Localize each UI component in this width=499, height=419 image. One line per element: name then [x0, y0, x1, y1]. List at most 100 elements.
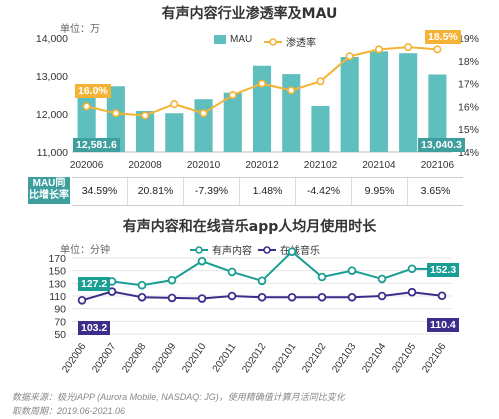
footer-period: 取数周期：2019.06-2021.06 — [12, 406, 126, 416]
music-point — [167, 293, 177, 303]
audio-point — [377, 274, 387, 284]
audio-point — [317, 272, 327, 282]
x-tick-label: 202102 — [304, 160, 338, 171]
footer-source: 数据来源：极光iAPP (Aurora Mobile, NASDAQ: JG)，… — [12, 392, 345, 402]
penetration-point — [170, 100, 179, 109]
audio-point — [347, 266, 357, 275]
y-tick-label: 50 — [54, 329, 66, 341]
chart1-title: 有声内容行业渗透率及MAU — [161, 6, 338, 22]
penetration-point — [287, 86, 296, 95]
music-point — [77, 296, 87, 305]
mau-bar — [311, 106, 330, 152]
legend-music-swatch — [258, 245, 276, 254]
x-tick-label: 202006 — [70, 160, 104, 171]
mau-bar — [136, 110, 155, 152]
x-tick-label: 202012 — [240, 341, 268, 375]
x-tick-label: 202010 — [187, 160, 221, 171]
mau-bar — [428, 74, 447, 152]
x-tick-label: 202007 — [90, 341, 118, 375]
audio-point — [227, 267, 237, 277]
music-point — [407, 287, 417, 297]
mau-bar — [282, 74, 301, 152]
audio-last-callout: 152.3 — [427, 263, 460, 277]
y-right-tick-label: 17% — [458, 79, 479, 91]
penetration-point — [111, 109, 120, 118]
mau-bar — [194, 99, 213, 152]
chart2-unit: 单位：分钟 — [60, 245, 110, 256]
audio-point — [167, 275, 177, 285]
y-right-tick-label: 19% — [458, 33, 479, 45]
mau-last-callout: 13,040.3 — [418, 138, 465, 152]
penetration-point — [82, 102, 91, 111]
x-tick-label: 202008 — [128, 160, 162, 171]
penetration-first-callout: 16.0% — [75, 84, 111, 98]
legend-penetration: 渗透率 — [264, 34, 316, 49]
penetration-point — [433, 45, 442, 54]
y-tick-label: 130 — [48, 278, 66, 290]
penetration-last-callout: 18.5% — [425, 30, 461, 44]
x-tick-label: 202009 — [150, 341, 178, 375]
penetration-point — [404, 43, 413, 52]
y-left-tick-label: 14,000 — [36, 33, 68, 45]
x-tick-label: 202104 — [360, 341, 388, 375]
music-point — [317, 292, 327, 302]
growth-rate-cell: -7.39% — [183, 178, 239, 205]
y-tick-label: 70 — [54, 316, 66, 328]
penetration-point — [374, 45, 383, 54]
legend-music: 在线音乐 — [258, 242, 320, 257]
y-tick-label: 110 — [49, 291, 66, 303]
music-point — [437, 291, 447, 301]
growth-rate-cell: 1.48% — [239, 178, 295, 205]
y-right-tick-label: 18% — [458, 56, 479, 68]
y-right-tick-label: 15% — [458, 124, 479, 136]
penetration-point — [199, 109, 208, 118]
mau-bar — [106, 86, 125, 152]
music-point — [227, 291, 237, 301]
growth-rate-cell: -4.42% — [295, 178, 351, 205]
audio-point — [197, 256, 207, 266]
mau-first-callout: 12,581.6 — [73, 138, 120, 152]
y-left-tick-label: 12,000 — [36, 109, 68, 121]
mau-bar — [369, 51, 388, 152]
music-last-callout: 110.4 — [427, 318, 459, 332]
audio-point — [287, 247, 297, 256]
growth-row-label-line2: 比增长率 — [29, 190, 69, 201]
mau-bar — [252, 65, 272, 152]
mau-bar — [340, 57, 359, 152]
audio-point — [407, 264, 417, 274]
growth-rate-cell: 34.59% — [81, 185, 118, 197]
audio-point — [137, 280, 147, 290]
x-tick-label: 202012 — [245, 160, 279, 171]
x-tick-label: 202010 — [180, 341, 208, 375]
music-point — [137, 292, 147, 302]
x-tick-label: 202106 — [420, 341, 448, 375]
penetration-point — [257, 79, 266, 88]
music-point — [347, 292, 357, 302]
legend-audio-label: 有声内容 — [212, 246, 252, 257]
audio-point — [257, 276, 267, 286]
x-tick-label: 202102 — [300, 341, 328, 375]
penetration-point — [316, 77, 325, 86]
music-point — [257, 292, 267, 302]
penetration-point — [228, 91, 237, 100]
x-tick-label: 202106 — [421, 160, 455, 171]
x-tick-label: 202101 — [270, 341, 298, 375]
y-tick-label: 170 — [48, 253, 66, 265]
legend-mau-swatch — [214, 35, 226, 44]
growth-rate-cell: 3.65% — [407, 178, 463, 205]
penetration-point — [345, 52, 354, 61]
x-tick-label: 202006 — [60, 341, 88, 375]
legend-mau-label: MAU — [230, 34, 253, 45]
penetration-point — [141, 111, 150, 120]
growth-row-label-line1: MAU同 — [32, 178, 66, 189]
x-tick-label: 202011 — [211, 341, 239, 374]
legend-mau: MAU — [214, 34, 252, 45]
music-point — [107, 287, 117, 296]
music-point — [377, 291, 387, 301]
legend-music-label: 在线音乐 — [280, 246, 320, 257]
y-right-tick-label: 16% — [458, 101, 479, 113]
chart2-title: 有声内容和在线音乐app人均月使用时长 — [122, 219, 377, 235]
y-left-tick-label: 13,000 — [36, 71, 68, 83]
legend-audio: 有声内容 — [190, 242, 252, 257]
